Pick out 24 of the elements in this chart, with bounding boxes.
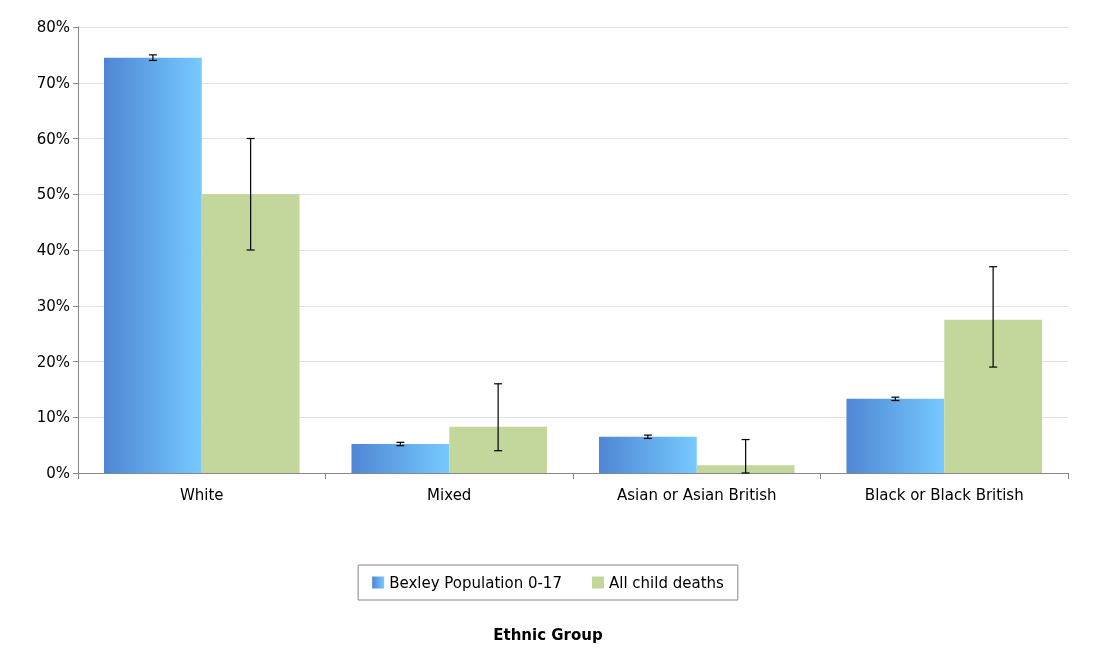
text: Ethnic Group: [493, 625, 603, 644]
y-tick-label: 60%: [36, 129, 70, 148]
bar: [201, 194, 300, 473]
bar: [598, 436, 697, 473]
y-tick-label: 80%: [36, 18, 70, 36]
y-tick-label: 40%: [36, 241, 70, 259]
bar: [944, 319, 1043, 473]
y-tick-label: 70%: [36, 73, 70, 92]
x-tick-label: Asian or Asian British: [616, 485, 777, 504]
x-tick-label: Mixed: [427, 485, 472, 504]
bar: [351, 444, 450, 473]
y-tick-label: 50%: [36, 185, 70, 204]
legend-label: Bexley Population 0-17: [389, 573, 562, 592]
bar: [103, 57, 202, 473]
bar: [696, 465, 795, 473]
y-tick-label: 20%: [36, 352, 70, 371]
y-tick-label: 30%: [36, 296, 70, 315]
bar: [846, 398, 945, 473]
bar: [449, 426, 548, 473]
y-tick-label: 10%: [36, 408, 70, 427]
y-tick-label: 0%: [46, 464, 70, 482]
x-tick-label: Black or Black British: [864, 485, 1024, 504]
legend-label: All child deaths: [608, 573, 725, 592]
x-tick-label: White: [179, 485, 224, 504]
